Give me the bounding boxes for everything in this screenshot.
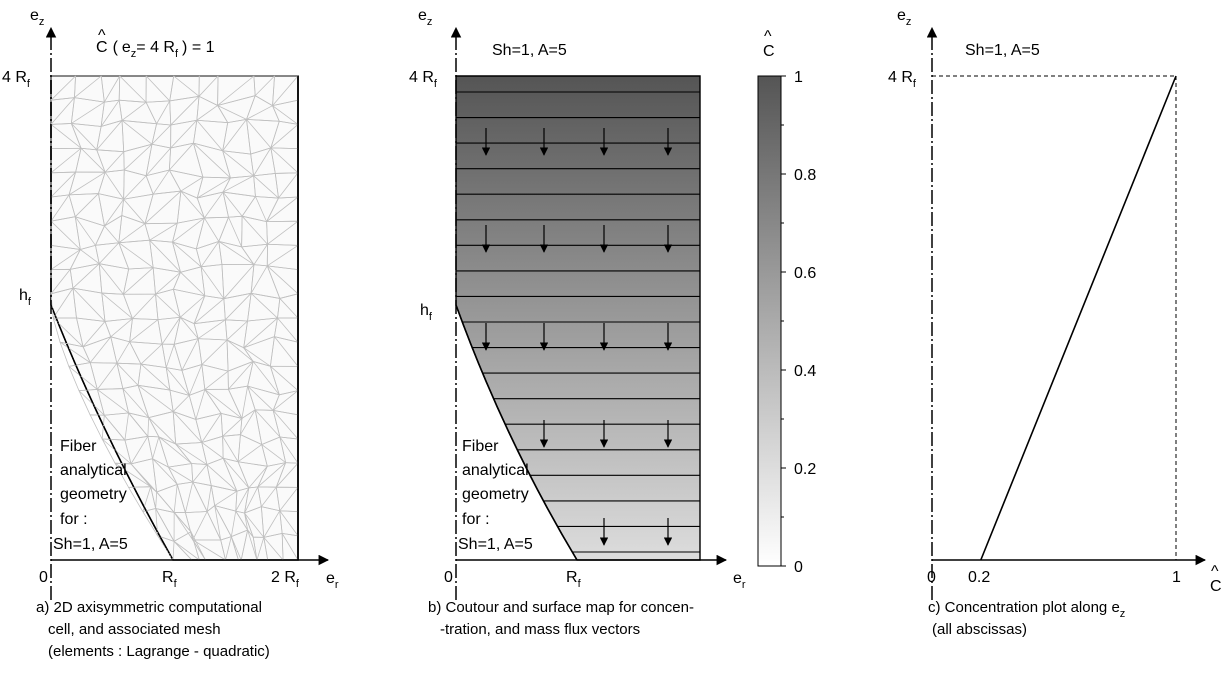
svg-text:Fiber: Fiber: [60, 438, 97, 455]
colorbar-ticks: 1 0.8 0.6 0.4 0.2 0: [781, 69, 816, 576]
svg-text:-tration, and mass flux vector: -tration, and mass flux vectors: [440, 621, 640, 638]
z-axis-label-b: ez: [418, 7, 432, 28]
x-tick-zero: 0: [39, 569, 48, 586]
colorbar-tick-label: 1: [794, 69, 803, 86]
z-axis-label: ez: [30, 7, 44, 28]
y-tick-4rf-b: 4 Rf: [409, 69, 438, 90]
fiber-label-b: Fiber analytical geometry for : Sh=1, A=…: [458, 438, 533, 553]
panel-b: ez er Sh=1, A=5 4 Rf hf 0 Rf Fiber analy…: [409, 7, 816, 638]
svg-text:for :: for :: [60, 511, 88, 528]
panel-a: ez er ^ C(ez= 4 Rf) = 1 4 Rf hf 0 Rf 2 R…: [2, 7, 339, 660]
fiber-boundary-b: [455, 304, 578, 561]
y-tick-4rf-c: 4 Rf: [888, 69, 917, 90]
colorbar-tick-label: 0.6: [794, 265, 816, 282]
x-tick-rf: Rf: [162, 569, 178, 590]
x-tick-1-c: 1: [1172, 569, 1181, 586]
panel-c: ez ^ C Sh=1, A=5 4 Rf 0 0.2 1 c) Concent…: [888, 7, 1222, 638]
svg-text:c) Concentration plot along ez: c) Concentration plot along ez: [928, 599, 1125, 620]
svg-text:analytical: analytical: [60, 462, 127, 479]
y-tick-4rf: 4 Rf: [2, 69, 31, 90]
svg-text:analytical: analytical: [462, 462, 529, 479]
svg-text:b) Coutour and surface map for: b) Coutour and surface map for concen-: [428, 599, 694, 616]
boundary-condition: C(ez= 4 Rf) = 1: [96, 39, 215, 60]
svg-text:geometry: geometry: [462, 486, 529, 503]
z-axis-label-c: ez: [897, 7, 911, 28]
svg-text:for :: for :: [462, 511, 490, 528]
svg-text:Sh=1, A=5: Sh=1, A=5: [53, 536, 128, 553]
r-axis-label-b: er: [733, 570, 746, 591]
caption-a: a) 2D axisymmetric computational cell, a…: [36, 599, 270, 660]
caption-b: b) Coutour and surface map for concen- -…: [428, 599, 694, 638]
svg-text:cell, and associated mesh: cell, and associated mesh: [48, 621, 221, 638]
x-tick-0-c: 0: [927, 569, 936, 586]
c-axis-hat: ^: [1211, 563, 1219, 580]
svg-text:Sh=1, A=5: Sh=1, A=5: [458, 536, 533, 553]
svg-text:(all abscissas): (all abscissas): [932, 621, 1027, 638]
svg-text:a) 2D axisymmetric computation: a) 2D axisymmetric computational: [36, 599, 262, 616]
r-axis-label: er: [326, 570, 339, 591]
fiber-label: Fiber analytical geometry for : Sh=1, A=…: [53, 438, 128, 553]
contour-lines: [456, 91, 700, 553]
colorbar: 1 0.8 0.6 0.4 0.2 0 ^ C: [757, 28, 816, 576]
x-tick-2rf: 2 Rf: [271, 569, 300, 590]
mesh-lines: [50, 75, 299, 561]
colorbar-tick-label: 0.8: [794, 167, 816, 184]
colorbar-title: C: [763, 43, 775, 60]
bc-hat: ^: [98, 27, 106, 44]
colorbar-tick-label: 0: [794, 559, 803, 576]
params-c: Sh=1, A=5: [965, 42, 1040, 59]
svg-text:geometry: geometry: [60, 486, 127, 503]
fiber-boundary: [50, 304, 174, 561]
concentration-line: [980, 75, 1177, 561]
colorbar-tick-label: 0.4: [794, 363, 816, 380]
colorbar-tick-label: 0.2: [794, 461, 816, 478]
x-tick-zero-b: 0: [444, 569, 453, 586]
colorbar-gradient: [757, 75, 782, 567]
params-b: Sh=1, A=5: [492, 42, 567, 59]
x-tick-02-c: 0.2: [968, 569, 990, 586]
colorbar-hat: ^: [764, 28, 772, 45]
y-tick-hf: hf: [19, 287, 32, 308]
y-tick-hf-b: hf: [420, 302, 433, 323]
mass-flux-vectors: [481, 128, 673, 546]
x-tick-rf-b: Rf: [566, 569, 582, 590]
caption-c: c) Concentration plot along ez (all absc…: [928, 599, 1125, 638]
svg-text:Fiber: Fiber: [462, 438, 499, 455]
c-axis-label: C: [1210, 578, 1222, 595]
svg-text:(elements : Lagrange - quadrat: (elements : Lagrange - quadratic): [48, 643, 270, 660]
